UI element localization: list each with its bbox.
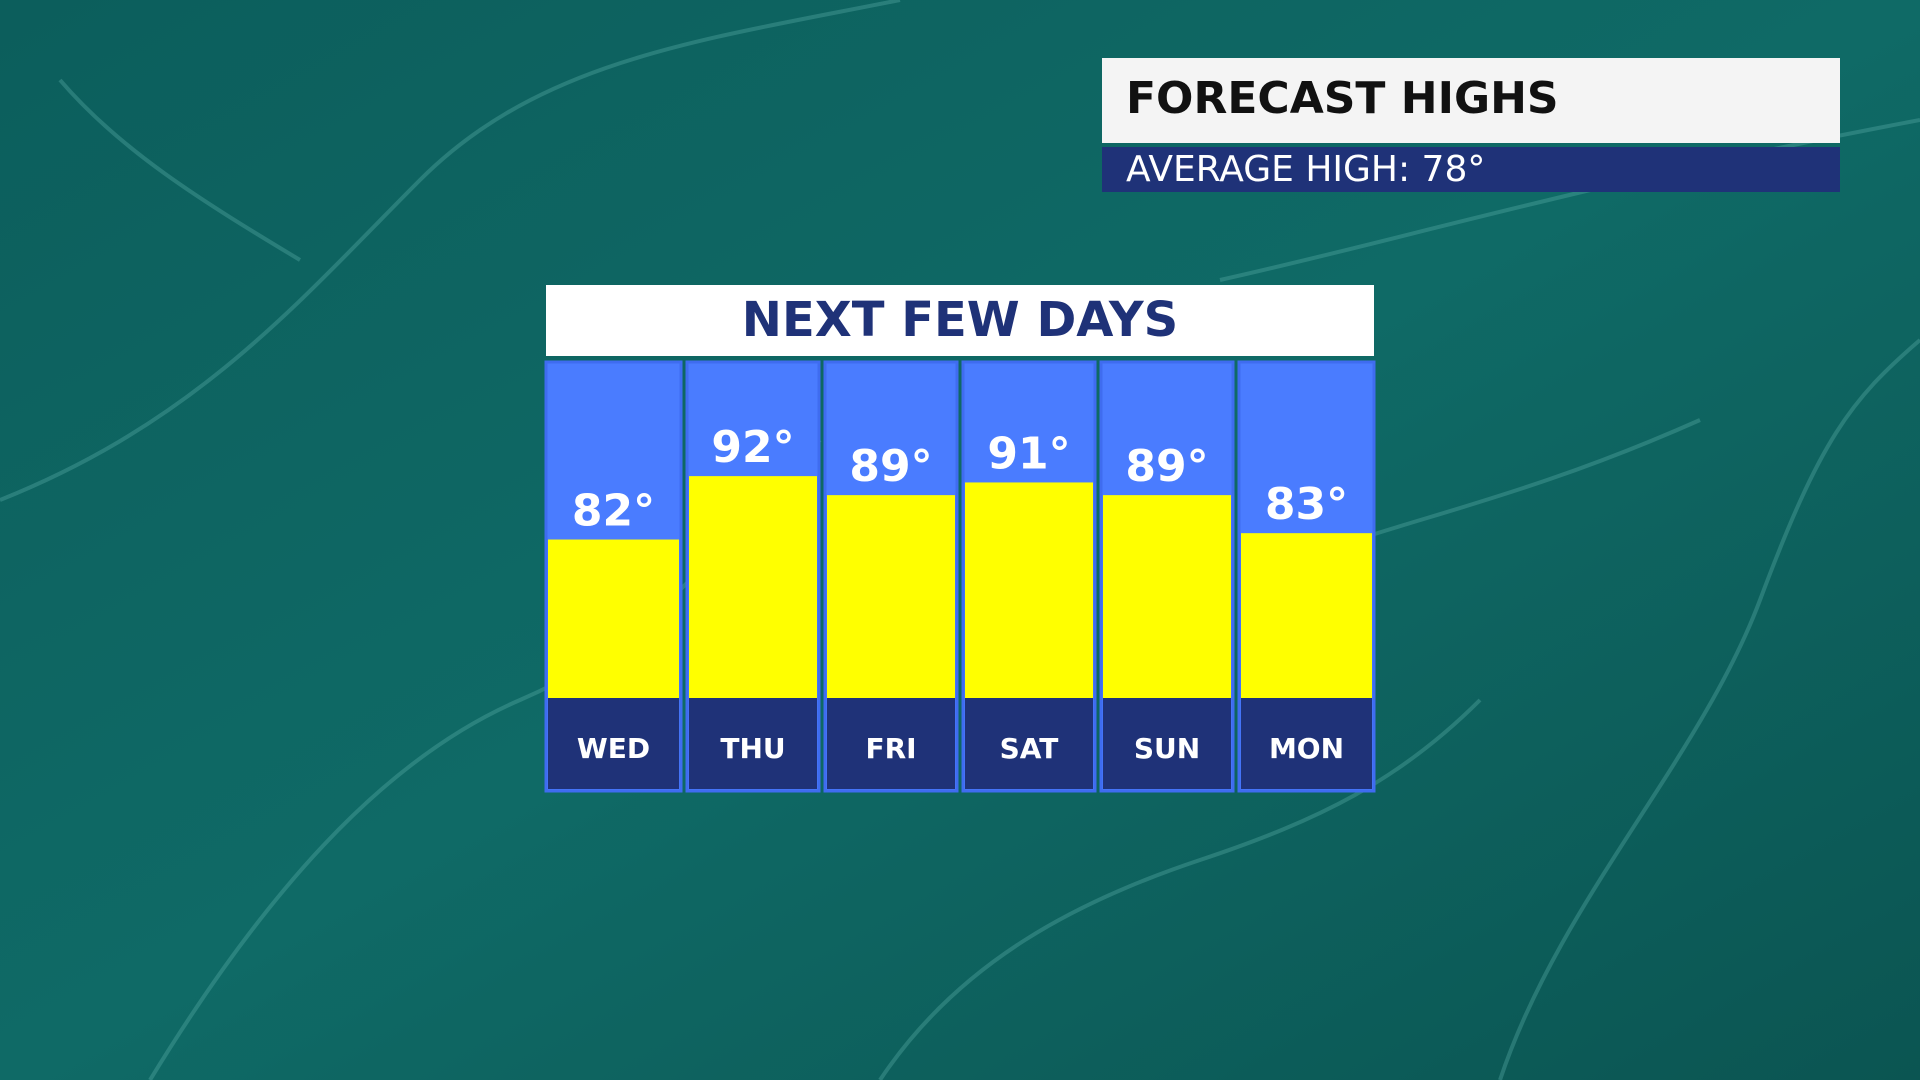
x-tick-label: MON <box>1269 732 1344 765</box>
chart-title: NEXT FEW DAYS <box>742 292 1178 348</box>
day-band <box>965 698 1093 789</box>
x-tick-label: THU <box>720 732 785 765</box>
day-band <box>689 698 817 789</box>
x-tick-label: FRI <box>865 732 916 765</box>
bar <box>548 539 679 698</box>
value-label: 89° <box>849 441 932 492</box>
x-tick-label: WED <box>577 732 650 765</box>
header-title: FORECAST HIGHS <box>1126 73 1559 124</box>
header-box <box>1102 58 1840 143</box>
value-label: 89° <box>1125 441 1208 492</box>
chart-title-box <box>546 285 1374 356</box>
x-tick-label: SUN <box>1134 732 1200 765</box>
value-label: 91° <box>987 428 1070 479</box>
day-band <box>548 698 679 789</box>
bar <box>689 476 817 698</box>
value-label: 92° <box>711 422 794 473</box>
bar <box>965 482 1093 698</box>
x-tick-label: SAT <box>1000 732 1059 765</box>
header-subtitle: AVERAGE HIGH: 78° <box>1126 149 1485 190</box>
bar <box>1241 533 1372 698</box>
bar <box>827 495 955 698</box>
value-label: 82° <box>572 486 655 537</box>
bar <box>1103 495 1231 698</box>
day-band <box>1103 698 1231 789</box>
day-band <box>1241 698 1372 789</box>
value-label: 83° <box>1265 479 1348 530</box>
day-band <box>827 698 955 789</box>
subtitle-box <box>1102 147 1840 192</box>
